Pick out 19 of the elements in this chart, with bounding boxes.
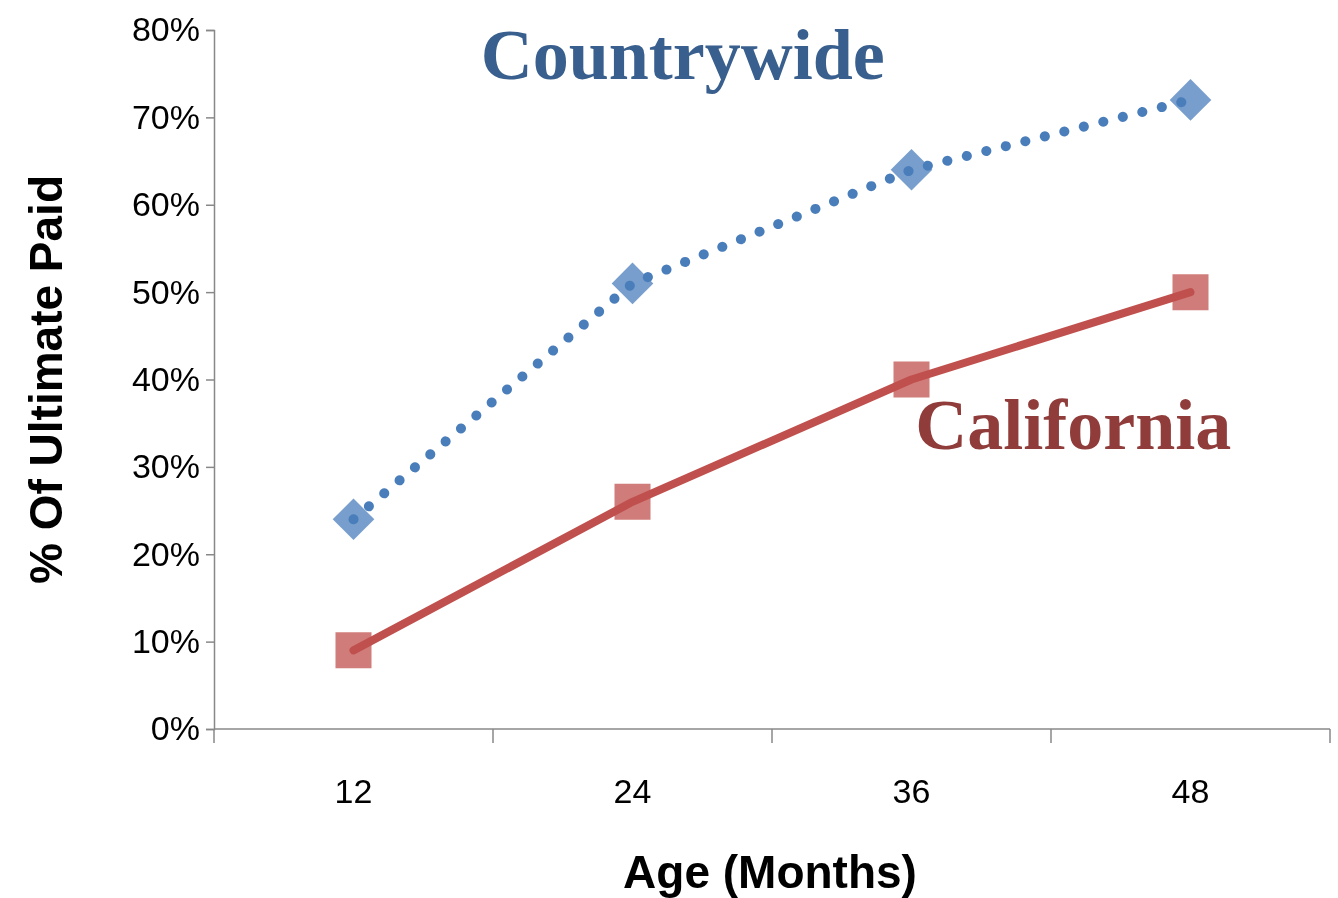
x-tick-label: 24 <box>613 772 652 810</box>
x-tick-label: 48 <box>1171 772 1210 810</box>
y-tick-label: 40% <box>131 359 200 398</box>
y-axis-title: % Of Ultimate Paid <box>20 175 72 584</box>
series-label: California <box>915 385 1232 466</box>
x-tick-label: 12 <box>334 772 373 810</box>
y-tick-label: 60% <box>131 185 200 224</box>
x-axis-title: Age (Months) <box>623 846 917 898</box>
y-tick-label: 50% <box>131 272 200 311</box>
y-tick-label: 0% <box>150 709 200 748</box>
y-tick-label: 30% <box>131 447 200 486</box>
y-tick-label: 10% <box>131 622 200 661</box>
y-tick-label: 20% <box>131 534 200 573</box>
y-tick-label: 80% <box>131 10 200 49</box>
y-tick-label: 70% <box>131 97 200 136</box>
x-tick-label: 36 <box>892 772 931 810</box>
series-label: Countrywide <box>480 14 885 95</box>
point <box>1169 79 1212 121</box>
point <box>332 498 375 541</box>
